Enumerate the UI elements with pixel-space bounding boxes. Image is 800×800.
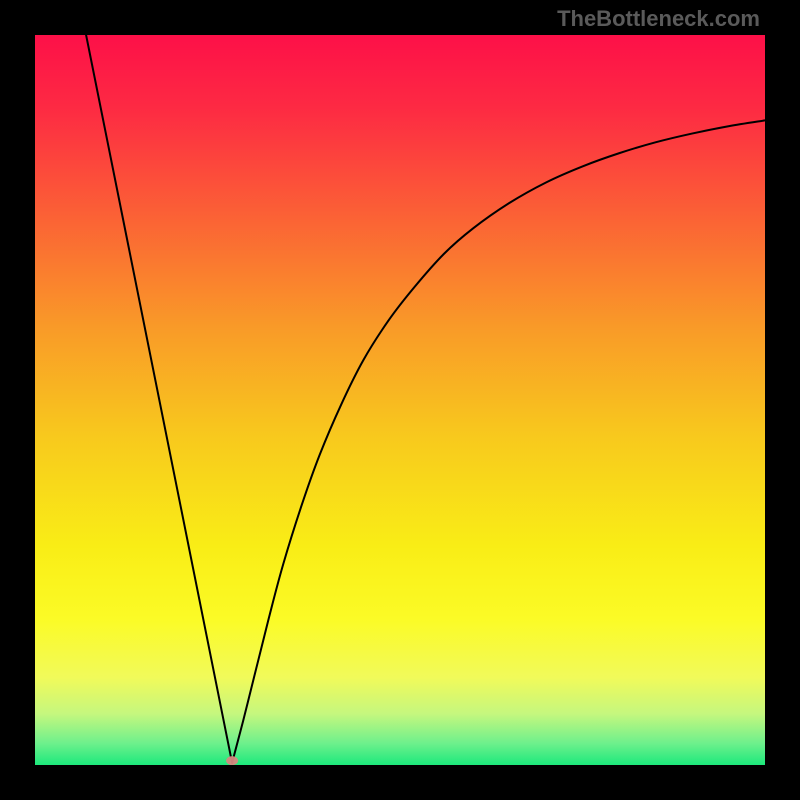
bottleneck-marker — [226, 756, 238, 765]
bottleneck-chart — [35, 35, 765, 765]
attribution-text: TheBottleneck.com — [557, 6, 760, 32]
chart-background — [35, 35, 765, 765]
chart-container: TheBottleneck.com — [0, 0, 800, 800]
